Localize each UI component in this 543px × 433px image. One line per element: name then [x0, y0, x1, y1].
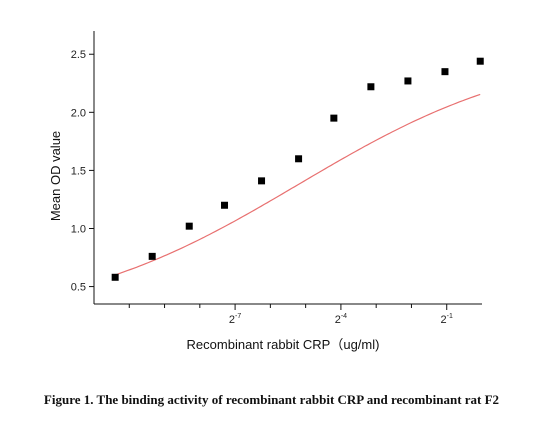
data-point: [404, 77, 412, 85]
figure-caption: Figure 1. The binding activity of recomb…: [43, 392, 500, 407]
data-point: [441, 68, 449, 76]
data-point: [258, 177, 266, 185]
x-tick-label: 2-4: [335, 313, 347, 326]
data-point: [221, 201, 229, 209]
x-tick-exponent: -4: [341, 313, 347, 320]
y-axis: 0.5 1.0 1.5 2.0 2.5: [71, 31, 95, 304]
y-axis-title: Mean OD value: [48, 131, 63, 221]
y-tick-label: 2.0: [71, 107, 86, 119]
x-axis: 2-7 2-4 2-1: [94, 303, 482, 326]
y-tick-label: 0.5: [71, 282, 86, 294]
y-tick-label: 1.5: [71, 165, 86, 177]
x-tick-exponent: -7: [235, 313, 241, 320]
x-tick-exponent: -1: [447, 313, 453, 320]
y-ticks: 0.5 1.0 1.5 2.0 2.5: [71, 49, 94, 294]
x-tick-label: 2-1: [441, 313, 453, 326]
x-axis-title: Recombinant rabbit CRP（ug/ml): [187, 337, 380, 352]
y-tick-label: 1.0: [71, 223, 86, 235]
data-point: [367, 83, 375, 91]
x-tick-label: 2-7: [229, 313, 241, 326]
data-point: [111, 273, 119, 281]
y-tick-label: 2.5: [71, 49, 86, 61]
data-point: [148, 252, 156, 260]
data-points: [111, 57, 484, 281]
data-point: [295, 155, 303, 163]
data-point: [330, 114, 338, 122]
data-point: [185, 222, 193, 230]
x-ticks: 2-7 2-4 2-1: [128, 304, 453, 326]
data-point: [476, 57, 484, 65]
fit-curve: [115, 93, 481, 276]
